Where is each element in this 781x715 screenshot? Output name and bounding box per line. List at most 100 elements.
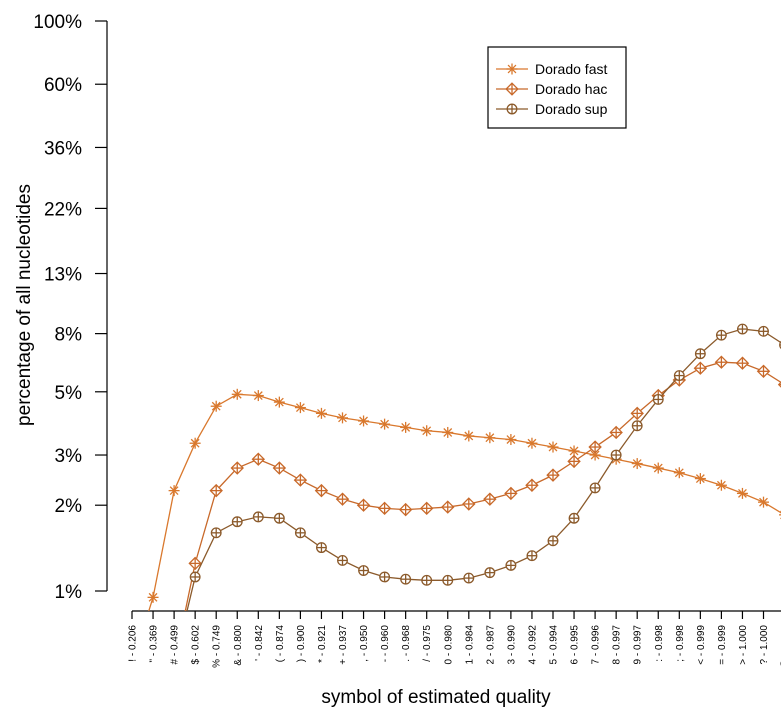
data-point xyxy=(379,571,391,583)
x-tick-label: - - 0.960 xyxy=(380,625,391,663)
data-point xyxy=(630,406,644,421)
data-point xyxy=(379,418,391,430)
x-tick-label: 5 - 0.994 xyxy=(549,625,560,665)
data-point xyxy=(294,527,306,539)
data-point xyxy=(210,527,222,539)
x-tick-label: 6 - 0.995 xyxy=(570,625,581,665)
legend-label: Dorado sup xyxy=(535,101,608,117)
data-point xyxy=(652,462,664,474)
x-tick-label: % - 0.749 xyxy=(212,625,223,668)
data-point xyxy=(337,412,348,424)
data-point xyxy=(441,500,455,514)
y-tick-label: 13% xyxy=(44,265,82,286)
data-point xyxy=(315,407,327,419)
data-point xyxy=(294,402,306,414)
data-point xyxy=(314,483,329,498)
series-line xyxy=(184,361,781,611)
data-point xyxy=(758,496,769,508)
data-point xyxy=(737,323,748,335)
data-point xyxy=(589,482,601,494)
series-dorado-hac xyxy=(184,355,781,611)
x-tick-label: < - 0.999 xyxy=(696,625,707,665)
data-point xyxy=(715,479,727,491)
data-point xyxy=(398,502,413,517)
data-point xyxy=(736,487,748,499)
data-point xyxy=(462,497,476,511)
data-point xyxy=(358,565,370,576)
y-axis: 1% 2% 3% 5% 8% 13% 22% 36% 60% 100% xyxy=(33,12,108,603)
data-point xyxy=(400,421,412,433)
data-point xyxy=(506,63,518,75)
legend: Dorado fast Dorado hac Dorado sup xyxy=(487,46,627,129)
legend-label: Dorado hac xyxy=(535,81,607,97)
data-point xyxy=(547,441,559,453)
x-tick-label: , - 0.950 xyxy=(359,625,370,662)
data-point xyxy=(610,449,622,461)
data-point xyxy=(251,452,266,466)
data-point xyxy=(609,425,623,440)
data-point xyxy=(673,370,685,382)
y-tick-label: 8% xyxy=(55,325,83,346)
y-tick-label: 1% xyxy=(55,582,83,603)
data-point xyxy=(210,400,222,412)
data-point xyxy=(694,473,706,485)
x-tick-label: = - 0.999 xyxy=(717,625,728,665)
series-layer xyxy=(147,323,781,611)
data-point xyxy=(273,512,285,524)
x-tick-label: ! - 0.206 xyxy=(128,625,139,662)
data-point xyxy=(147,591,159,603)
x-tick-label: ' - 0.842 xyxy=(254,625,265,661)
x-tick-label: ? - 1.000 xyxy=(759,625,770,665)
data-point xyxy=(316,542,327,554)
data-point xyxy=(189,571,201,583)
data-point xyxy=(693,361,708,375)
data-point xyxy=(231,388,243,400)
data-point xyxy=(419,501,434,516)
x-tick-label: 3 - 0.990 xyxy=(506,625,517,665)
x-tick-label: 0 - 0.980 xyxy=(443,625,454,665)
series-line xyxy=(186,328,781,611)
data-point xyxy=(421,574,433,586)
data-point xyxy=(293,473,308,487)
x-tick-label: 7 - 0.996 xyxy=(591,625,602,665)
x-tick-label: / - 0.975 xyxy=(422,625,433,662)
data-point xyxy=(168,485,180,497)
y-tick-label: 2% xyxy=(55,496,83,517)
data-point xyxy=(335,492,350,506)
data-point xyxy=(631,458,643,470)
data-point xyxy=(673,467,685,479)
data-point xyxy=(505,434,517,446)
x-tick-label: 8 - 0.997 xyxy=(612,625,623,665)
data-point xyxy=(588,440,602,454)
data-point xyxy=(694,348,706,360)
data-point xyxy=(568,512,580,524)
data-point xyxy=(273,396,285,408)
data-point xyxy=(230,461,244,475)
data-point xyxy=(505,559,517,571)
data-point xyxy=(189,437,201,449)
legend-label: Dorado fast xyxy=(535,61,607,77)
data-point xyxy=(756,364,771,379)
data-point xyxy=(231,516,243,528)
x-tick-label: 9 - 0.997 xyxy=(633,625,644,665)
x-tick-label: 1 - 0.984 xyxy=(464,625,475,665)
data-point xyxy=(356,498,371,512)
data-point xyxy=(505,82,519,96)
series-dorado-sup xyxy=(186,323,781,611)
data-point xyxy=(546,468,560,482)
x-tick-label: 2 - 0.987 xyxy=(485,625,496,665)
x-tick-label: . - 0.968 xyxy=(401,625,412,662)
x-tick-label: $ - 0.602 xyxy=(191,625,202,665)
data-point xyxy=(758,325,769,337)
data-point xyxy=(714,355,729,369)
data-point xyxy=(377,501,392,516)
data-point xyxy=(442,426,454,438)
data-point xyxy=(209,483,223,498)
data-point xyxy=(506,103,518,115)
data-point xyxy=(631,420,643,432)
data-point xyxy=(400,573,412,585)
y-tick-label: 22% xyxy=(44,199,82,220)
x-tick-label: & - 0.800 xyxy=(233,625,244,666)
data-point xyxy=(568,445,580,457)
